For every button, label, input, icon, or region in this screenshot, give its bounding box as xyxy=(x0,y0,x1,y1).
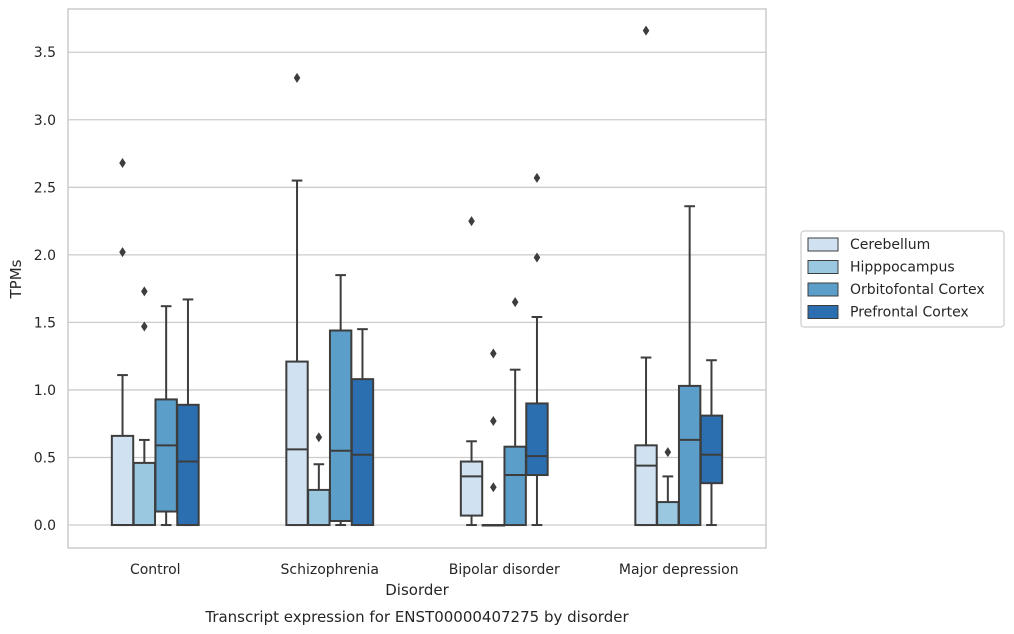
x-tick-label: Control xyxy=(130,562,181,578)
iqr-box xyxy=(110,434,135,527)
y-tick-label: 2.0 xyxy=(34,248,56,264)
outlier-point xyxy=(533,172,541,183)
legend-swatch xyxy=(807,260,839,274)
iqr-box xyxy=(634,444,658,527)
plot-frame xyxy=(67,8,767,549)
box-control-prefrontal-cortex xyxy=(176,298,200,527)
box-control-hipppocampus xyxy=(132,286,157,527)
outlier-point xyxy=(293,72,301,83)
y-tick-label: 3.0 xyxy=(34,113,56,129)
box-major-depression-cerebellum xyxy=(634,25,658,527)
box-control-cerebellum xyxy=(110,158,135,527)
iqr-box xyxy=(459,460,484,517)
legend-label: Prefrontal Cortex xyxy=(850,305,969,321)
outlier-point xyxy=(490,348,497,359)
box-schizophrenia-prefrontal-cortex xyxy=(350,328,375,527)
outlier-point xyxy=(141,321,148,332)
iqr-box xyxy=(699,414,724,485)
box-bipolar-disorder-cerebellum xyxy=(459,216,484,527)
y-tick-label: 0.5 xyxy=(34,450,56,466)
iqr-box xyxy=(656,501,680,527)
box-major-depression-orbitofontal-cortex xyxy=(677,205,702,527)
legend-swatch xyxy=(807,282,839,297)
outlier-point xyxy=(533,252,541,263)
iqr-box xyxy=(503,445,527,527)
box-schizophrenia-cerebellum xyxy=(285,72,309,527)
legend-label: Orbitofontal Cortex xyxy=(850,282,985,298)
box-major-depression-hipppocampus xyxy=(656,447,680,527)
chart-title: Transcript expression for ENST0000040727… xyxy=(204,608,629,626)
y-tick-label: 0.0 xyxy=(34,518,56,534)
outlier-point xyxy=(664,447,672,458)
y-tick-label: 1.5 xyxy=(34,315,56,331)
outlier-point xyxy=(511,297,519,308)
y-tick-labels: 0.0 0.5 1.0 1.5 2.0 2.5 3.0 3.5 xyxy=(34,45,56,534)
outlier-point xyxy=(315,432,323,443)
y-tick-label: 3.5 xyxy=(34,45,56,61)
y-axis-label: TPMs xyxy=(7,259,25,299)
legend: Cerebellum Hipppocampus Orbitofontal Corte… xyxy=(800,230,1005,328)
legend-frame xyxy=(800,230,1005,328)
box-schizophrenia-orbitofontal-cortex xyxy=(328,274,353,527)
box-schizophrenia-hipppocampus xyxy=(307,432,331,527)
outlier-point xyxy=(119,247,126,258)
outlier-point xyxy=(642,25,650,36)
iqr-box xyxy=(285,360,309,527)
x-tick-label: Schizophrenia xyxy=(281,562,379,578)
legend-swatch xyxy=(807,305,839,319)
box-bipolar-disorder-prefrontal-cortex xyxy=(525,172,549,527)
iqr-box xyxy=(677,384,702,527)
legend-swatch xyxy=(807,237,839,252)
y-tick-label: 1.0 xyxy=(34,383,56,399)
x-tick-labels: Control Schizophrenia Bipolar disorder Majo… xyxy=(130,562,739,578)
box-bipolar-disorder-orbitofontal-cortex xyxy=(503,297,527,527)
box-control-orbitofontal-cortex xyxy=(154,305,178,527)
legend-label: Hipppocampus xyxy=(850,260,955,276)
x-axis-label: Disorder xyxy=(385,581,449,599)
legend-label: Cerebellum xyxy=(850,237,930,253)
iqr-box xyxy=(328,329,353,522)
outlier-point xyxy=(119,158,126,168)
outlier-point xyxy=(490,416,497,427)
iqr-box xyxy=(132,461,157,527)
x-tick-label: Major depression xyxy=(619,562,739,578)
box-major-depression-prefrontal-cortex xyxy=(699,359,724,527)
outlier-point xyxy=(490,482,497,493)
iqr-box xyxy=(350,378,375,527)
box-bipolar-disorder-hipppocampus xyxy=(481,348,506,527)
iqr-box xyxy=(176,403,200,527)
outlier-point xyxy=(468,216,475,227)
iqr-box xyxy=(154,398,178,513)
outlier-point xyxy=(141,286,148,297)
iqr-box xyxy=(307,488,331,527)
box-groups xyxy=(110,25,724,527)
iqr-box xyxy=(525,402,549,477)
y-tick-label: 2.5 xyxy=(34,180,56,196)
x-tick-label: Bipolar disorder xyxy=(449,562,560,578)
